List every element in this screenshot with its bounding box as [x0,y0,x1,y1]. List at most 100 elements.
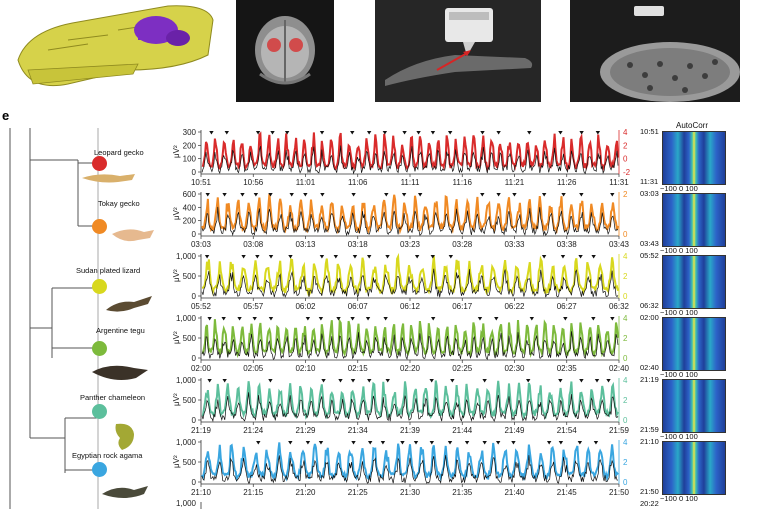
y-tick-label: 600 [183,190,197,199]
y-unit-label: μV² [172,331,181,344]
trace-black-line [201,145,619,175]
event-marker [209,131,214,135]
event-marker [350,131,355,135]
species-color-dot [92,462,107,477]
event-marker [318,317,324,321]
x-tick-label: 11:16 [453,178,473,187]
event-marker [351,441,356,445]
event-marker [447,441,453,445]
y-tick-label: 500 [183,458,197,467]
event-marker [563,317,568,321]
x-tick-label: 02:35 [557,364,578,373]
event-marker [578,255,583,259]
x-tick-label: 11:26 [557,178,577,187]
event-marker [367,441,373,445]
event-marker [253,193,259,197]
x-tick-label: 11:06 [348,178,368,187]
species-label: Tokay gecko [98,199,140,208]
y-tick-label: 500 [183,396,197,405]
event-marker [385,379,390,383]
event-marker [336,317,341,321]
x-tick-label: 03:33 [504,240,525,249]
x-tick-label: 06:32 [609,302,630,311]
x-tick-label: 11:21 [505,178,525,187]
x-tick-label: 03:18 [348,240,369,249]
event-marker [579,193,584,197]
autocorr-end-time: 21:59 [640,425,659,434]
y-tick-label: 0 [192,168,197,177]
x-tick-label: 11:11 [401,178,420,187]
event-marker [350,317,355,321]
event-marker [595,131,601,135]
event-marker [561,193,566,197]
event-marker [382,131,388,135]
event-marker [351,193,356,197]
y-tick-label: 300 [183,128,197,137]
event-marker [240,193,245,197]
right-tick-label: 0 [623,230,628,239]
event-marker [224,131,229,135]
y-tick-label: 1,000 [176,438,197,447]
x-tick-label: 06:02 [295,302,316,311]
event-marker [255,255,260,259]
x-tick-label: 21:19 [191,426,212,435]
gecko-icon [82,174,135,183]
x-tick-label: 11:01 [296,178,316,187]
x-tick-label: 06:17 [452,302,473,311]
panel-label: e [2,108,10,123]
event-marker [482,441,487,445]
event-marker [430,131,436,135]
event-marker [255,131,261,135]
autocorr-end-time: 03:43 [640,239,659,248]
event-marker [482,379,487,383]
y-tick-label: 100 [183,155,197,164]
x-tick-label: 05:57 [243,302,264,311]
event-marker [480,131,485,135]
event-marker [414,255,420,259]
y-tick-label: 0 [192,292,197,301]
event-marker [480,193,485,197]
x-tick-label: 02:15 [348,364,369,373]
species-color-dot [92,279,107,294]
y-tick-label: 0 [192,478,197,487]
event-marker [350,379,356,383]
event-marker [401,193,407,197]
event-marker [577,441,583,445]
trace-black-line [201,392,619,423]
event-marker [320,193,325,197]
trace-panel: 1,000 500 0 4 2 0 μV² 21:19 21:24 21:29 21:34 21:39… [172,376,630,435]
event-marker [416,131,421,135]
right-tick-label: -2 [623,168,631,177]
autocorr-end-time: 06:32 [640,301,659,310]
y-tick-label: 200 [183,141,197,150]
autocorr-axis-labels: −100 0 100 [660,246,698,255]
right-tick-label: 2 [623,334,628,343]
event-marker [402,131,407,135]
event-marker [579,131,584,135]
event-marker [366,131,372,135]
x-tick-label: 02:05 [243,364,264,373]
event-marker [268,317,274,321]
autocorr-axis-labels: −100 0 100 [660,494,698,503]
event-marker [222,379,227,383]
event-marker [413,441,419,445]
x-tick-label: 10:51 [191,178,212,187]
event-marker [383,317,388,321]
x-tick-label: 03:38 [557,240,578,249]
event-marker [256,441,261,445]
x-tick-label: 02:30 [504,364,525,373]
event-marker [207,317,212,321]
x-tick-label: 21:10 [191,488,212,497]
x-tick-label: 11:31 [609,178,629,187]
y-tick-label: 1,000 [176,314,197,323]
event-marker [380,441,386,445]
autocorr-axis-labels: −100 0 100 [660,432,698,441]
event-marker [305,317,311,321]
event-marker [477,317,483,321]
x-tick-label: 21:39 [400,426,421,435]
y-unit-label: μV² [172,269,181,282]
y-tick-label: 1,000 [176,499,197,508]
event-marker [268,255,274,259]
autocorr-axis-labels: −100 0 100 [660,184,698,193]
event-marker [205,193,210,197]
